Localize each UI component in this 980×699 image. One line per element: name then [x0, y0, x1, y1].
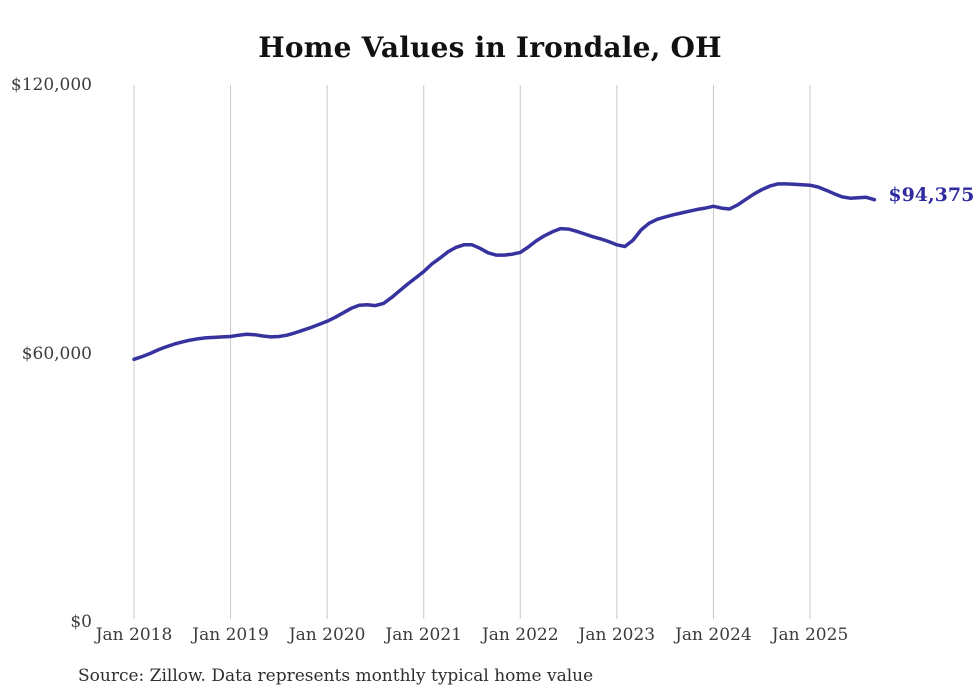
- y-axis-tick-label: $60,000: [21, 343, 92, 364]
- x-axis-tick-label: Jan 2025: [771, 625, 849, 645]
- y-axis-tick-label: $0: [70, 612, 92, 632]
- x-axis-tick-label: Jan 2024: [675, 625, 752, 645]
- x-axis-tick-label: Jan 2020: [288, 625, 366, 645]
- y-axis-tick-label: $120,000: [10, 75, 92, 95]
- x-axis-tick-label: Jan 2021: [385, 625, 462, 645]
- latest-value-label: $94,375: [888, 183, 975, 206]
- home-value-line: [132, 182, 877, 362]
- x-axis-tick-label: Jan 2023: [578, 625, 656, 645]
- x-axis-tick-label: Jan 2022: [481, 625, 559, 645]
- source-note: Source: Zillow. Data represents monthly …: [78, 666, 594, 686]
- chart-title: Home Values in Irondale, OH: [258, 31, 722, 64]
- x-axis-tick-label: Jan 2018: [95, 625, 173, 645]
- x-axis-tick-label: Jan 2019: [192, 625, 269, 645]
